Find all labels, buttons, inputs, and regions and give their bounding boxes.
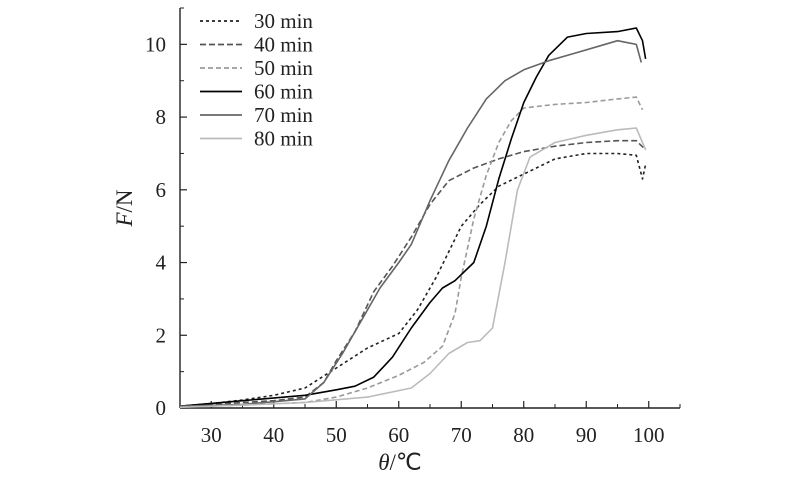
x-axis-title: θ/℃ [378,450,422,475]
legend-label: 60 min [254,80,313,104]
x-axis-unit: /℃ [390,450,422,475]
series-line-2 [179,139,647,407]
legend-label: 30 min [254,9,313,33]
legend-label: 70 min [254,103,313,127]
y-tick-label: 8 [156,105,167,129]
series-line-5 [179,39,643,407]
y-tick-label: 6 [156,178,167,202]
y-axis-title: F/N [112,189,137,227]
y-tick-label: 4 [156,251,167,275]
legend-label: 80 min [254,127,313,151]
x-tick-label: 40 [263,423,284,447]
x-tick-label: 70 [451,423,472,447]
x-tick-label: 30 [201,423,222,447]
x-axis-ticks: 30 40 50 60 70 80 90 100 [179,401,681,447]
x-tick-label: 90 [576,423,597,447]
series-line-1 [179,152,647,407]
y-axis-ticks: 0 2 4 6 8 10 [145,7,187,420]
x-tick-label: 100 [633,423,665,447]
legend-label: 50 min [254,56,313,80]
legend-label: 40 min [254,33,313,57]
series-layer [179,27,647,409]
series-line-3 [179,96,644,408]
series-line-4 [179,27,647,407]
x-tick-label: 80 [513,423,534,447]
y-tick-label: 2 [156,323,167,347]
y-axis-unit: /N [112,189,137,212]
x-axis-symbol: θ [378,450,389,475]
y-axis-symbol: F [112,212,137,228]
series-line-6 [179,127,647,409]
x-tick-label: 60 [388,423,409,447]
y-tick-label: 10 [145,32,166,56]
y-tick-label: 0 [156,396,167,420]
x-tick-label: 50 [326,423,347,447]
